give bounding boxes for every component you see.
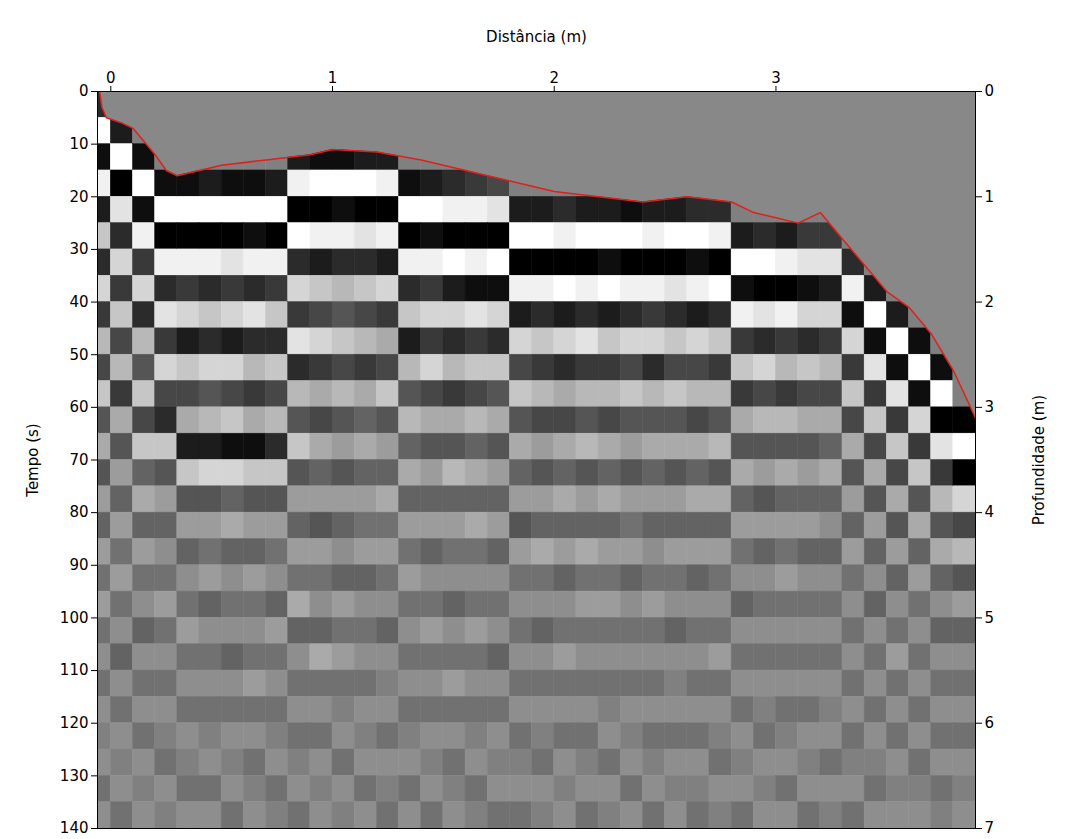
svg-text:60: 60 bbox=[69, 398, 88, 416]
svg-text:3: 3 bbox=[985, 398, 995, 416]
svg-text:0: 0 bbox=[985, 82, 995, 100]
svg-text:40: 40 bbox=[69, 293, 88, 311]
svg-text:130: 130 bbox=[60, 767, 89, 785]
svg-text:5: 5 bbox=[985, 609, 995, 627]
svg-text:80: 80 bbox=[69, 503, 88, 521]
svg-text:2: 2 bbox=[549, 69, 559, 87]
svg-text:1: 1 bbox=[328, 69, 338, 87]
svg-text:1: 1 bbox=[985, 188, 995, 206]
svg-text:140: 140 bbox=[60, 819, 89, 837]
svg-text:10: 10 bbox=[69, 135, 88, 153]
svg-text:Tempo (s): Tempo (s) bbox=[24, 423, 42, 497]
svg-text:6: 6 bbox=[985, 714, 995, 732]
svg-text:30: 30 bbox=[69, 240, 88, 258]
svg-text:7: 7 bbox=[985, 819, 995, 837]
svg-text:0: 0 bbox=[79, 82, 89, 100]
svg-text:50: 50 bbox=[69, 346, 88, 364]
svg-text:120: 120 bbox=[60, 714, 89, 732]
svg-text:3: 3 bbox=[771, 69, 781, 87]
svg-text:100: 100 bbox=[60, 609, 89, 627]
svg-text:90: 90 bbox=[69, 556, 88, 574]
svg-text:Distância (m): Distância (m) bbox=[486, 28, 587, 46]
svg-text:20: 20 bbox=[69, 188, 88, 206]
svg-text:0: 0 bbox=[106, 69, 116, 87]
svg-text:70: 70 bbox=[69, 451, 88, 469]
svg-text:Profundidade (m): Profundidade (m) bbox=[1030, 395, 1048, 525]
svg-text:110: 110 bbox=[60, 661, 89, 679]
svg-text:4: 4 bbox=[985, 503, 995, 521]
svg-text:2: 2 bbox=[985, 293, 995, 311]
